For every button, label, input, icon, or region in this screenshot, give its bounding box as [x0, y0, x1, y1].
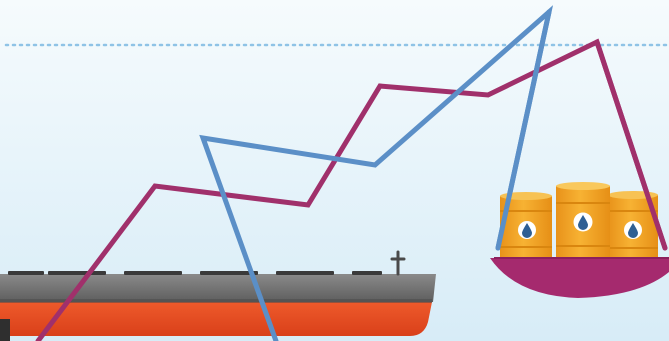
- oil-barrel-icon: [608, 191, 658, 265]
- oil-barrels: [500, 182, 658, 265]
- scale-pan: [490, 258, 669, 298]
- ship-mast: [390, 250, 406, 276]
- magenta-front-segment: [594, 39, 668, 251]
- oil-drop-icon: [522, 223, 532, 238]
- oil-drop-icon: [628, 223, 638, 238]
- ship-icon: [0, 250, 436, 341]
- blue-front-segment: [495, 9, 552, 251]
- oil-drop-icon: [578, 215, 588, 230]
- oil-barrel-icon: [556, 182, 610, 264]
